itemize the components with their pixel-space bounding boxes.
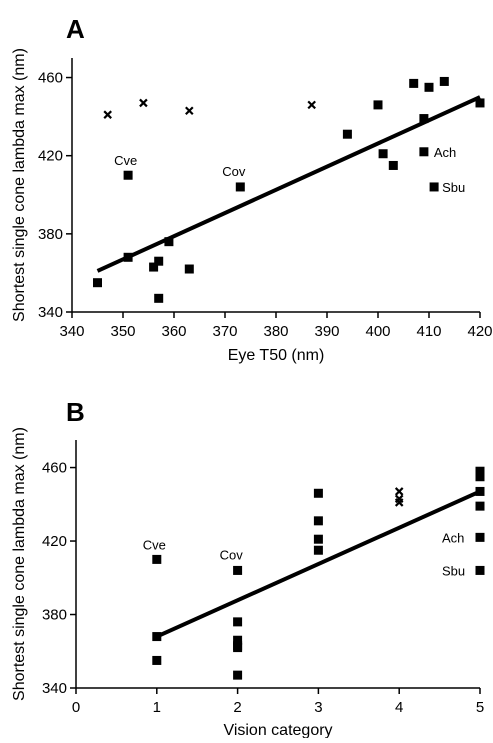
data-point-square (123, 252, 133, 262)
cross-stroke (394, 487, 404, 496)
data-point-square (152, 655, 162, 665)
data-point-square (378, 149, 388, 159)
x-tick-label: 400 (365, 323, 390, 340)
x-tick-label: 350 (110, 323, 135, 340)
x-axis-label: Eye T50 (nm) (228, 347, 325, 364)
data-point-cross (394, 487, 404, 496)
x-tick-label: 4 (395, 699, 403, 716)
cross-stroke (139, 98, 148, 108)
y-tick-label: 340 (42, 680, 67, 697)
data-point-square (154, 293, 164, 303)
data-point-square (475, 466, 485, 476)
annotation-label: Sbu (442, 563, 465, 578)
data-point-square (235, 182, 245, 192)
panel-b: B 0 1 2 3 4 5 340 380 420 460 Vision category Shorte… (11, 397, 485, 739)
panel-letter: B (66, 397, 85, 427)
regression-line (96, 95, 481, 273)
data-point-square (233, 565, 243, 575)
data-point-square (424, 82, 434, 92)
panel-letter: A (66, 14, 85, 44)
annotation-label: Sbu (442, 180, 465, 195)
data-point-square (475, 532, 485, 542)
y-axis-label: Shortest single cone lambda max (nm) (11, 48, 28, 322)
data-point-square (152, 632, 162, 642)
data-point-square (233, 617, 243, 627)
x-tick-label: 5 (476, 699, 484, 716)
data-point-square (388, 160, 398, 170)
annotation-label: Ach (434, 145, 456, 160)
data-point-square (475, 501, 485, 511)
data-point-square (409, 78, 419, 88)
data-point-cross (103, 110, 112, 119)
y-tick-label: 380 (42, 607, 67, 624)
y-tick-label: 340 (38, 304, 63, 321)
data-point-square (164, 237, 174, 247)
data-point-square (149, 262, 159, 272)
x-tick-label: 390 (314, 323, 339, 340)
annotation-label: Cve (114, 153, 137, 168)
y-axis-label: Shortest single cone lambda max (nm) (11, 427, 28, 701)
annotation-label: Cve (143, 537, 166, 552)
data-point-square (342, 129, 352, 139)
data-point-cross (139, 98, 148, 108)
y-tick-label: 380 (38, 226, 63, 243)
annotation-label: Cov (222, 164, 246, 179)
data-point-square (152, 554, 162, 564)
data-point-square (475, 565, 485, 575)
data-point-square (313, 545, 323, 555)
x-tick-label: 420 (467, 323, 492, 340)
y-tick-label: 460 (42, 460, 67, 477)
y-tick-label: 420 (42, 533, 67, 550)
data-point-square (313, 534, 323, 544)
x-tick-label: 1 (153, 699, 161, 716)
data-point-square (429, 182, 439, 192)
data-point-square (233, 670, 243, 680)
data-point-square (475, 98, 485, 108)
data-point-square (419, 114, 429, 124)
y-tick-label: 420 (38, 148, 63, 165)
panel-a: A 340 350 360 370 380 390 400 410 420 340 380 420 460… (11, 14, 493, 364)
data-point-square (439, 76, 449, 86)
x-tick-label: 360 (161, 323, 186, 340)
x-tick-label: 340 (59, 323, 84, 340)
cross-stroke (394, 498, 404, 507)
data-point-cross (394, 498, 404, 507)
data-point-square (93, 278, 102, 288)
data-point-square (233, 635, 243, 645)
x-tick-label: 0 (72, 699, 80, 716)
x-tick-label: 370 (212, 323, 237, 340)
data-point-square (154, 256, 164, 266)
data-point-square (475, 472, 485, 482)
data-point-square (123, 170, 133, 180)
x-tick-label: 3 (314, 699, 322, 716)
y-tick-label: 460 (38, 70, 63, 87)
cross-stroke (103, 110, 112, 119)
regression-line (155, 489, 481, 639)
data-point-square (313, 516, 323, 526)
annotation-label: Ach (442, 530, 464, 545)
data-point-square (184, 264, 194, 274)
cross-stroke (307, 100, 316, 110)
data-point-square (233, 643, 243, 653)
data-point-square (475, 486, 485, 496)
x-tick-label: 410 (416, 323, 441, 340)
data-point-square (313, 488, 323, 498)
x-tick-label: 380 (263, 323, 288, 340)
cross-stroke (185, 106, 194, 116)
annotation-label: Cov (220, 547, 244, 562)
x-tick-label: 2 (233, 699, 241, 716)
data-point-cross (307, 100, 316, 110)
data-point-square (419, 147, 429, 157)
data-point-square (373, 100, 383, 110)
x-axis-label: Vision category (223, 722, 332, 738)
data-point-cross (185, 106, 194, 116)
